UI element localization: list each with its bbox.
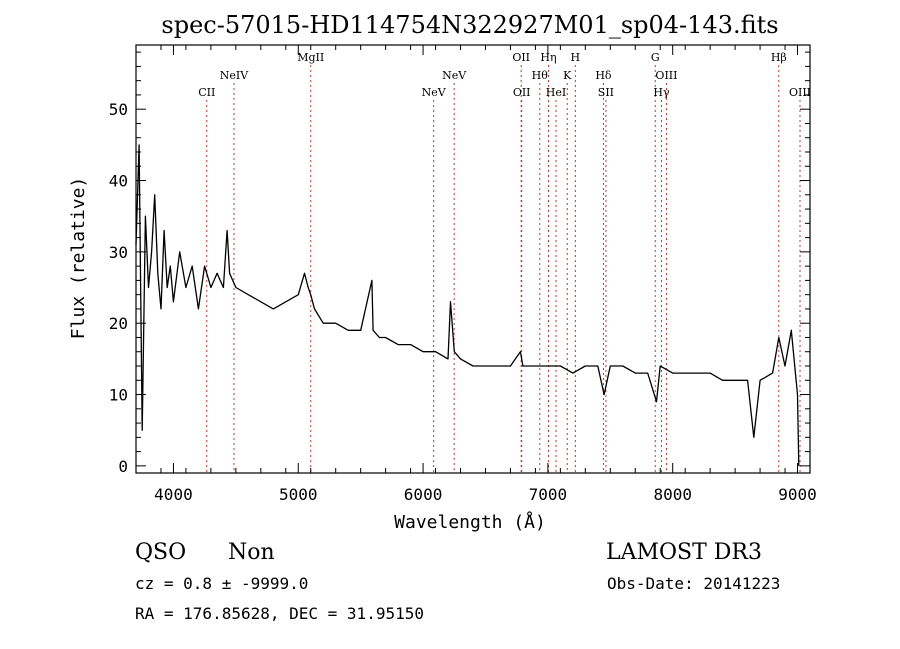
emission-line-label: NeIV [220, 69, 249, 82]
emission-line-label: H [571, 51, 581, 64]
emission-line-label: Hδ [595, 69, 612, 82]
coordinates-text: RA = 176.85628, DEC = 31.95150 [135, 604, 424, 623]
redshift-text: cz = 0.8 ± -9999.0 [135, 574, 308, 593]
plot-border [135, 44, 811, 474]
spectrum-series [135, 144, 800, 466]
emission-line-label: CII [198, 86, 215, 99]
x-tick-label: 8000 [653, 485, 692, 504]
y-tick-label: 10 [109, 386, 128, 405]
emission-line-label: OII [513, 86, 531, 99]
emission-line-label: Hθ [532, 69, 549, 82]
emission-line-label: Hβ [771, 51, 787, 64]
plot-frame [135, 44, 811, 474]
emission-line-label: Hγ [653, 86, 670, 99]
emission-line-label: NeV [422, 86, 447, 99]
x-tick-label: 7000 [529, 485, 568, 504]
emission-line-label: Hη [540, 51, 556, 64]
emission-line-label: HeI [546, 86, 566, 99]
emission-line-label: OIII [789, 86, 811, 99]
emission-line-label: OIII [655, 69, 677, 82]
emission-line-label: G [651, 51, 660, 64]
spectrum-line [135, 144, 800, 466]
x-axis-label: Wavelength (Å) [394, 511, 546, 533]
y-tick-label: 40 [109, 172, 128, 191]
emission-line-label: OII [512, 51, 530, 64]
object-class-label: QSO [135, 540, 186, 565]
emission-line-label: SII [598, 86, 614, 99]
x-tick-label: 6000 [404, 485, 443, 504]
y-tick-label: 30 [109, 243, 128, 262]
emission-line-label: K [563, 69, 572, 82]
obs-date-text: Obs-Date: 20141223 [607, 574, 780, 593]
chart-title: spec-57015-HD114754N322927M01_sp04-143.f… [161, 11, 778, 39]
x-tick-label: 4000 [154, 485, 193, 504]
y-tick-label: 50 [109, 100, 128, 119]
emission-line-label: MgII [297, 51, 324, 64]
x-tick-label: 9000 [778, 485, 817, 504]
y-tick-label: 20 [109, 314, 128, 333]
object-subclass-label: Non [228, 540, 275, 565]
y-axis-label: Flux (relative) [68, 177, 89, 340]
survey-label: LAMOST DR3 [606, 540, 762, 565]
x-tick-label: 5000 [279, 485, 318, 504]
emission-line-label: NeV [442, 69, 467, 82]
y-tick-label: 0 [118, 457, 128, 476]
axis-ticks: 4000 5000 6000 7000 8000 9000 0 10 20 30 40 50 [109, 45, 817, 504]
